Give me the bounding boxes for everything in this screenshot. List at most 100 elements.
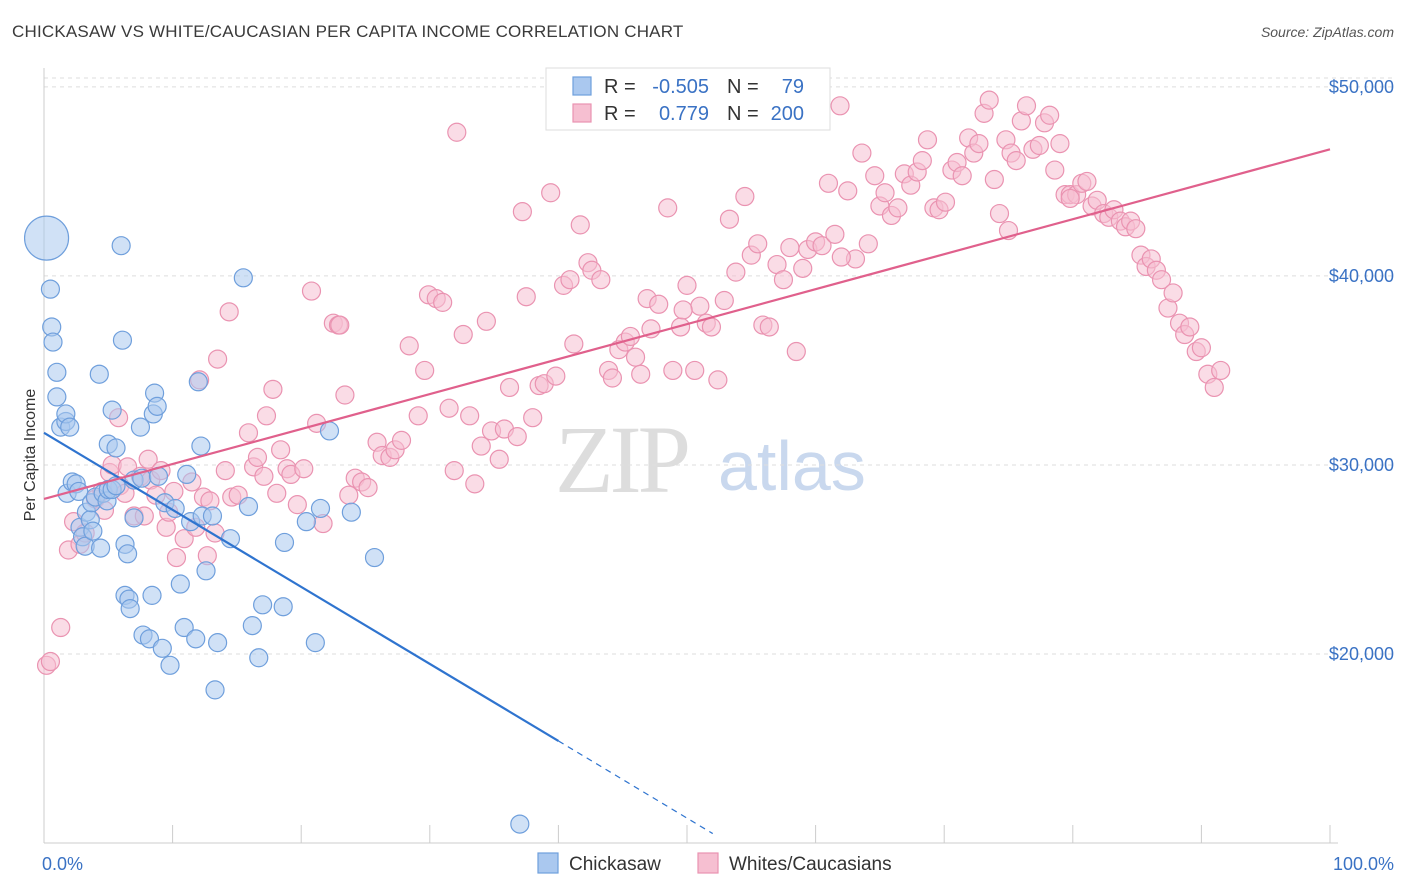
point-whites-caucasians <box>888 198 908 218</box>
point-whites-caucasians <box>726 262 746 282</box>
point-whites-caucasians <box>1045 160 1065 180</box>
point-whites-caucasians <box>460 406 480 426</box>
point-chickasaw <box>102 400 122 420</box>
point-chickasaw <box>186 629 206 649</box>
legend-r-value-1: -0.505 <box>652 76 709 98</box>
point-whites-caucasians <box>560 270 580 290</box>
legend-swatch-chickasaw <box>572 76 592 96</box>
point-whites-caucasians <box>1050 134 1070 154</box>
point-whites-caucasians <box>708 370 728 390</box>
x-tick-label-0: 0.0% <box>42 854 83 874</box>
point-whites-caucasians <box>979 90 999 110</box>
point-whites-caucasians <box>238 423 259 443</box>
point-chickasaw <box>233 268 253 288</box>
legend-n-value-1: 79 <box>782 76 804 98</box>
point-whites-caucasians <box>541 183 561 203</box>
point-chickasaw <box>170 574 190 594</box>
legend-box <box>545 67 831 131</box>
point-whites-caucasians <box>685 360 705 381</box>
bottom-legend-label-whites: Whites/Caucasians <box>729 854 892 875</box>
point-whites-caucasians <box>812 236 832 256</box>
watermark: ZIP atlas <box>555 406 866 513</box>
point-whites-caucasians <box>748 234 768 254</box>
point-whites-caucasians <box>570 215 590 235</box>
point-whites-caucasians <box>507 426 527 447</box>
point-chickasaw <box>40 279 61 299</box>
point-chickasaw <box>202 506 223 526</box>
point-chickasaw <box>130 417 151 437</box>
point-whites-caucasians <box>174 529 194 549</box>
point-whites-caucasians <box>917 130 938 150</box>
point-chickasaw <box>160 655 180 675</box>
point-whites-caucasians <box>489 449 509 469</box>
point-chickasaw <box>147 396 167 416</box>
point-chickasaw <box>124 508 144 528</box>
point-chickasaw <box>364 547 385 568</box>
point-whites-caucasians <box>912 151 932 171</box>
point-chickasaw <box>106 438 126 458</box>
point-whites-caucasians <box>1006 151 1026 171</box>
point-whites-caucasians <box>254 466 274 486</box>
point-whites-caucasians <box>564 334 584 354</box>
point-chickasaw <box>152 638 172 658</box>
trend-line-whites-caucasians <box>43 148 1331 501</box>
source-label: Source: ZipAtlas.com <box>1260 24 1394 40</box>
point-whites-caucasians <box>166 547 187 568</box>
point-whites-caucasians <box>408 406 428 426</box>
point-whites-caucasians <box>935 192 956 212</box>
point-whites-caucasians <box>673 300 693 320</box>
point-whites-caucasians <box>735 186 755 207</box>
point-whites-caucasians <box>714 290 734 311</box>
legend-n-value-2: 200 <box>771 103 804 125</box>
point-whites-caucasians <box>219 302 239 322</box>
point-whites-caucasians <box>287 495 307 515</box>
point-whites-caucasians <box>830 96 850 116</box>
point-whites-caucasians <box>335 385 355 405</box>
watermark-zip: ZIP <box>555 406 688 513</box>
trend-line-chickasaw-extension <box>558 740 714 835</box>
point-chickasaw <box>139 629 160 649</box>
point-chickasaw <box>249 648 269 668</box>
point-whites-caucasians <box>1163 283 1183 303</box>
point-whites-caucasians <box>969 134 989 154</box>
point-whites-caucasians <box>499 377 520 398</box>
y-axis-label: Per Capita Income <box>22 389 39 522</box>
y-tick-label: $20,000 <box>1329 644 1394 664</box>
y-tick-label: $40,000 <box>1329 266 1394 286</box>
legend-r-label-1: R = <box>604 76 636 98</box>
point-whites-caucasians <box>439 398 459 418</box>
point-chickasaw <box>305 633 325 653</box>
bottom-legend: Chickasaw Whites/Caucasians <box>537 852 892 875</box>
point-chickasaw <box>341 502 361 522</box>
point-chickasaw <box>319 421 340 441</box>
point-whites-caucasians <box>818 173 839 193</box>
x-axis-ticks <box>43 825 1331 843</box>
point-whites-caucasians <box>786 341 806 362</box>
point-whites-caucasians <box>591 270 611 290</box>
point-whites-caucasians <box>701 317 722 337</box>
point-whites-caucasians <box>330 315 350 335</box>
point-chickasaw <box>274 532 295 553</box>
point-chickasaw <box>177 464 197 485</box>
point-whites-caucasians <box>453 324 473 345</box>
point-chickasaw <box>83 521 103 541</box>
bottom-legend-swatch-whites <box>697 852 719 874</box>
point-whites-caucasians <box>267 483 287 503</box>
y-tick-labels: $20,000 $30,000 $40,000 $50,000 <box>1329 77 1394 664</box>
chart-title: CHICKASAW VS WHITE/CAUCASIAN PER CAPITA … <box>12 22 684 41</box>
point-chickasaw <box>188 372 208 392</box>
point-chickasaw <box>111 236 131 256</box>
point-whites-caucasians <box>984 169 1004 190</box>
point-chickasaw <box>90 538 111 558</box>
point-chickasaw <box>253 595 273 615</box>
x-tick-label-100: 100.0% <box>1333 854 1394 874</box>
point-whites-caucasians <box>1191 338 1212 358</box>
point-chickasaw <box>310 498 331 519</box>
point-chickasaw <box>120 599 140 619</box>
point-whites-caucasians <box>625 347 646 367</box>
point-whites-caucasians <box>858 234 878 254</box>
point-whites-caucasians <box>444 461 464 481</box>
point-whites-caucasians <box>773 270 794 290</box>
point-chickasaw <box>510 814 530 834</box>
point-chickasaw <box>23 215 70 261</box>
